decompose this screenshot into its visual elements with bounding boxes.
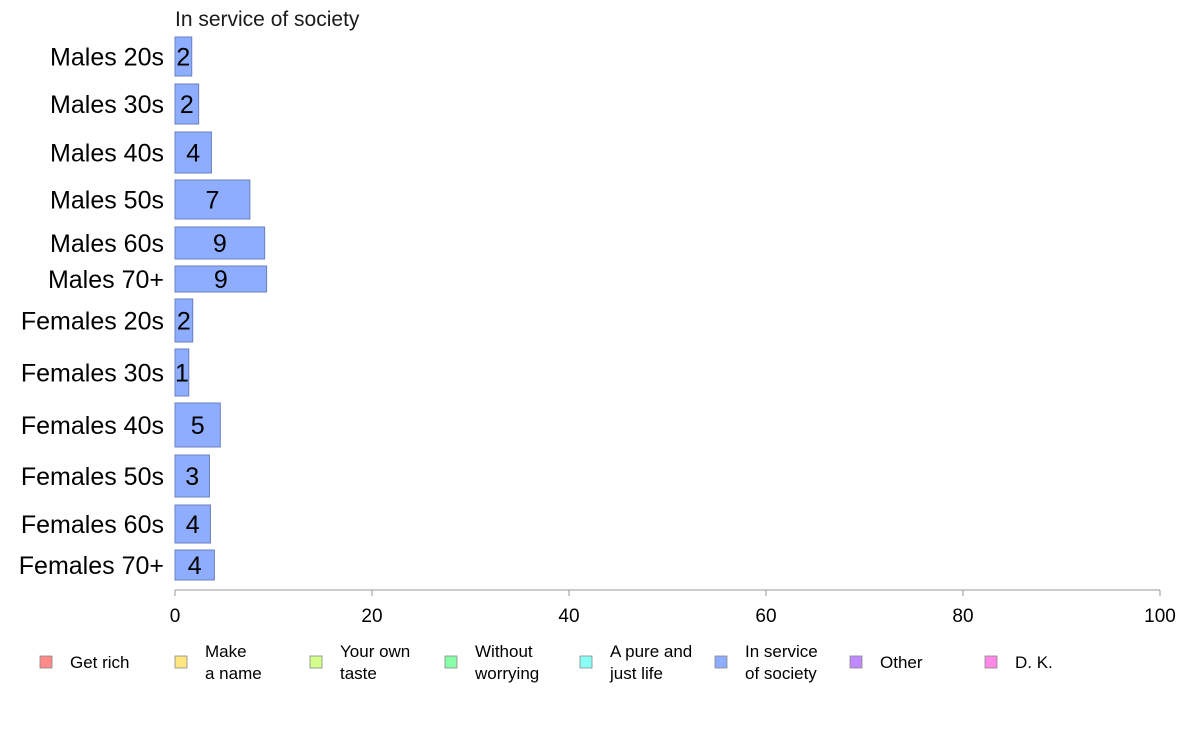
category-label: Males 20s <box>50 44 164 72</box>
category-label: Males 60s <box>50 230 164 258</box>
category-label: Males 50s <box>50 187 164 215</box>
category-label: Males 30s <box>50 91 164 119</box>
x-tick-label: 100 <box>1144 606 1176 627</box>
legend-label: taste <box>340 664 377 683</box>
category-label: Females 70+ <box>19 552 164 580</box>
bar <box>174 348 190 397</box>
bar-value-label: 1 <box>175 360 189 388</box>
bar-value-label: 7 <box>205 187 219 215</box>
legend-label: of society <box>745 664 817 683</box>
category-label: Males 70+ <box>48 266 164 294</box>
legend-label: In service <box>745 642 818 661</box>
category-label: Females 50s <box>21 463 164 491</box>
bar-value-label: 5 <box>191 412 205 440</box>
x-tick-label: 0 <box>170 606 181 627</box>
legend-label: A pure and <box>610 642 692 661</box>
category-label: Females 40s <box>21 412 164 440</box>
legend-swatch <box>174 655 188 669</box>
bar <box>174 298 194 343</box>
category-label: Females 20s <box>21 308 164 336</box>
bar-value-label: 4 <box>186 511 200 539</box>
bar <box>174 549 215 581</box>
bar-value-label: 3 <box>185 463 199 491</box>
x-axis: 0 20 40 60 80 100 <box>170 589 1176 627</box>
legend-swatch <box>849 655 863 669</box>
legend-label: Make <box>205 642 247 661</box>
bar-value-label: 2 <box>180 91 194 119</box>
legend-label: Other <box>880 653 923 672</box>
legend: Get rich Make a name Your own taste Without wo… <box>39 642 1053 683</box>
bar-value-label: 4 <box>188 552 202 580</box>
bar <box>174 265 268 293</box>
bar <box>174 226 266 260</box>
legend-label: worrying <box>474 664 539 683</box>
bar <box>174 83 200 125</box>
legend-swatch <box>39 655 53 669</box>
legend-swatch <box>714 655 728 669</box>
legend-label: just life <box>609 664 663 683</box>
bar <box>174 36 193 77</box>
legend-label: D. K. <box>1015 653 1053 672</box>
legend-swatch <box>444 655 458 669</box>
bar <box>174 402 221 448</box>
bar-value-label: 2 <box>177 308 191 336</box>
legend-swatch <box>984 655 998 669</box>
bar <box>174 504 211 544</box>
bar <box>174 179 251 220</box>
legend-swatch <box>579 655 593 669</box>
x-tick-label: 20 <box>361 606 382 627</box>
bar <box>174 131 212 174</box>
bar <box>174 454 210 498</box>
bar-value-label: 9 <box>214 266 228 294</box>
category-label: Males 40s <box>50 140 164 168</box>
category-label: Females 30s <box>21 360 164 388</box>
x-tick-label: 60 <box>755 606 776 627</box>
bar-value-label: 4 <box>186 140 200 168</box>
legend-swatch <box>309 655 323 669</box>
legend-label: Without <box>475 642 533 661</box>
category-labels: Males 20s Males 30s Males 40s Males 50s Male… <box>19 44 164 581</box>
category-label: Females 60s <box>21 511 164 539</box>
bar-value-label: 9 <box>213 230 227 258</box>
panel-title: In service of society <box>175 8 360 31</box>
legend-label: Get rich <box>70 653 130 672</box>
x-tick-label: 40 <box>558 606 579 627</box>
bar-value-label: 2 <box>176 44 190 72</box>
legend-label: Your own <box>340 642 410 661</box>
x-tick-label: 80 <box>952 606 973 627</box>
legend-label: a name <box>205 664 262 683</box>
